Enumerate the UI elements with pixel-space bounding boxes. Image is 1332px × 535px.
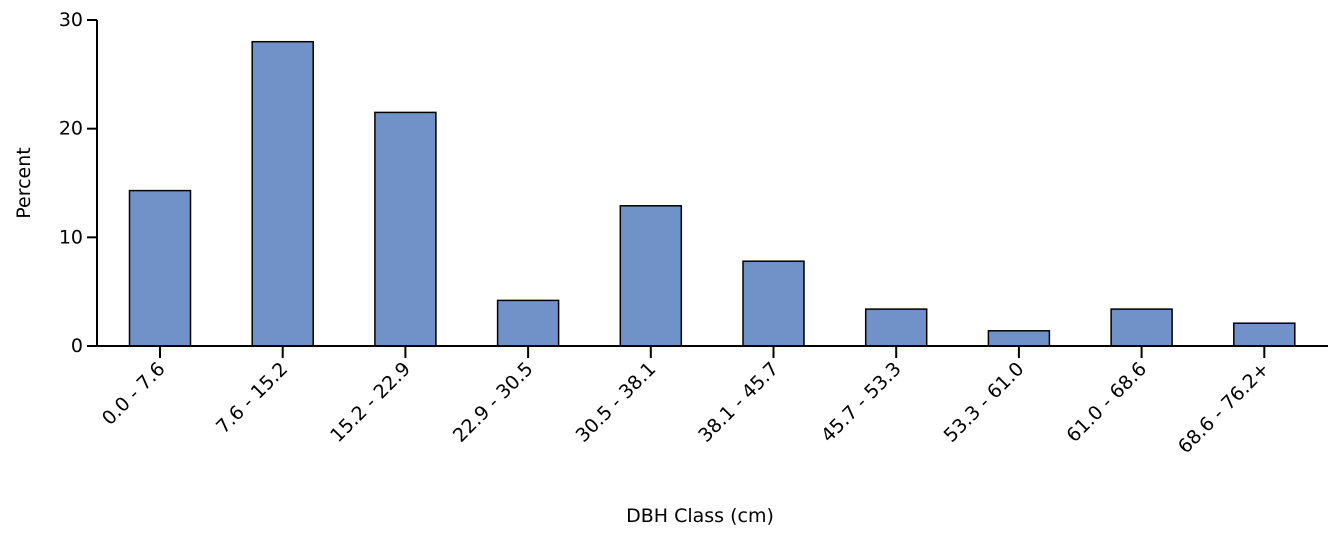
x-tick-label: 22.9 - 30.5 — [449, 358, 538, 447]
x-tick-label: 7.6 - 15.2 — [212, 358, 292, 438]
bar-7 — [864, 308, 928, 347]
bars-group — [128, 40, 1296, 347]
y-tick-label: 10 — [59, 226, 83, 248]
x-axis-title: DBH Class (cm) — [626, 505, 774, 527]
x-tick-label: 30.5 - 38.1 — [572, 358, 661, 447]
bar-1 — [128, 189, 192, 347]
y-tick-label: 0 — [71, 335, 83, 357]
bar-10 — [1233, 322, 1296, 347]
bar-5 — [619, 205, 683, 347]
x-tick-label: 0.0 - 7.6 — [98, 358, 170, 430]
bar-8 — [987, 330, 1051, 347]
y-tick-label: 20 — [59, 118, 83, 140]
x-tick-label: 53.3 - 61.0 — [940, 358, 1029, 447]
x-tick-label: 61.0 - 68.6 — [1062, 358, 1151, 447]
x-tick-label: 68.6 - 76.2+ — [1174, 358, 1274, 458]
bar-6 — [742, 260, 805, 347]
y-tick-label: 30 — [59, 9, 83, 31]
bar-9 — [1110, 308, 1173, 347]
bar-4 — [496, 299, 560, 347]
plot-area: 0 10 20 30 0.0 - 7.6 7.6 - 15.2 15.2 - 22.9 22… — [59, 9, 1328, 458]
bar-3 — [374, 111, 437, 347]
y-ticks-group: 0 10 20 30 — [59, 9, 97, 357]
x-tick-label: 38.1 - 45.7 — [694, 358, 783, 447]
x-tick-label: 45.7 - 53.3 — [817, 358, 906, 447]
x-tick-label: 15.2 - 22.9 — [326, 358, 415, 447]
y-axis-title: Percent — [13, 147, 35, 219]
bar-2 — [251, 40, 314, 347]
x-ticks-group: 0.0 - 7.6 7.6 - 15.2 15.2 - 22.9 22.9 - 30.… — [98, 346, 1274, 458]
